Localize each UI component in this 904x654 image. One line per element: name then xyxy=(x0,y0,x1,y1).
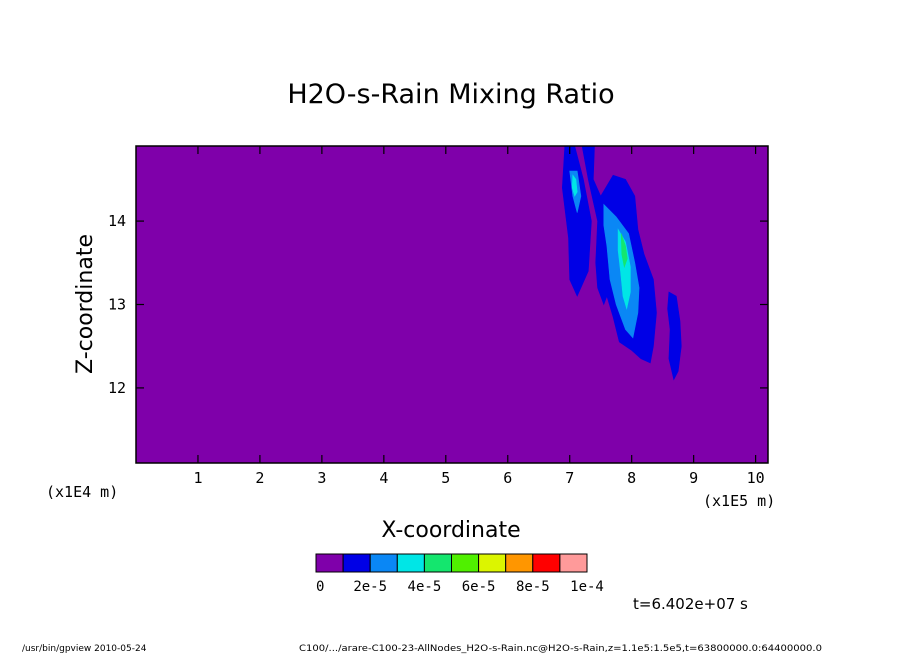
colorbar-swatch xyxy=(423,553,452,573)
colorbar-swatch xyxy=(451,553,480,573)
x-tick-label: 9 xyxy=(689,469,698,487)
x-tick-label: 1 xyxy=(193,469,202,487)
plot-area xyxy=(135,145,769,464)
colorbar-swatch xyxy=(559,553,588,573)
contour-region-6 xyxy=(617,228,631,310)
footer-program: /usr/bin/gpview 2010-05-24 xyxy=(22,644,147,654)
x-tick-label: 7 xyxy=(565,469,574,487)
colorbar-labels: 0 2e-5 4e-5 6e-5 8e-5 1e-4 xyxy=(316,579,604,595)
chart-title: H2O-s-Rain Mixing Ratio xyxy=(287,79,614,110)
contour-region-0 xyxy=(561,145,592,297)
colorbar-label: 4e-5 xyxy=(408,579,442,595)
x-axis-label: X-coordinate xyxy=(381,518,520,543)
contour-region-7 xyxy=(620,233,628,269)
x-tick-label: 3 xyxy=(317,469,326,487)
contour-region-5 xyxy=(571,174,578,197)
x-tick-label: 4 xyxy=(379,469,388,487)
colorbar-label: 6e-5 xyxy=(462,579,496,595)
x-tick-label: 6 xyxy=(503,469,512,487)
x-tick-label: 2 xyxy=(255,469,264,487)
colorbar-swatch xyxy=(396,553,425,573)
y-axis: 12 13 14 xyxy=(108,212,768,397)
colorbar-swatch xyxy=(478,553,507,573)
y-tick-label: 14 xyxy=(108,212,126,230)
colorbar-swatch xyxy=(532,553,561,573)
x-axis-unit: (x1E5 m) xyxy=(703,492,775,510)
colorbar-label: 0 xyxy=(316,579,324,595)
colorbar-swatch xyxy=(342,553,371,573)
x-tick-label: 10 xyxy=(747,469,765,487)
colorbar-label: 8e-5 xyxy=(516,579,550,595)
y-tick-label: 13 xyxy=(108,296,126,314)
y-axis-unit: (x1E4 m) xyxy=(46,483,118,501)
time-label: t=6.402e+07 s xyxy=(633,595,748,613)
x-tick-label: 5 xyxy=(441,469,450,487)
field-background xyxy=(136,146,768,463)
colorbar-swatch xyxy=(315,553,344,573)
colorbar xyxy=(315,553,588,573)
colorbar-label: 1e-4 xyxy=(570,579,604,595)
footer-source: C100/.../arare-C100-23-AllNodes_H2O-s-Ra… xyxy=(299,644,822,654)
contour-region-2 xyxy=(667,291,682,381)
colorbar-swatch xyxy=(369,553,398,573)
colorbar-label: 2e-5 xyxy=(353,579,387,595)
x-axis: 1 2 3 4 5 6 7 8 9 10 xyxy=(193,146,765,487)
x-tick-label: 8 xyxy=(627,469,636,487)
colorbar-swatch xyxy=(505,553,534,573)
y-axis-label: Z-coordinate xyxy=(73,234,98,374)
y-tick-label: 12 xyxy=(108,379,126,397)
